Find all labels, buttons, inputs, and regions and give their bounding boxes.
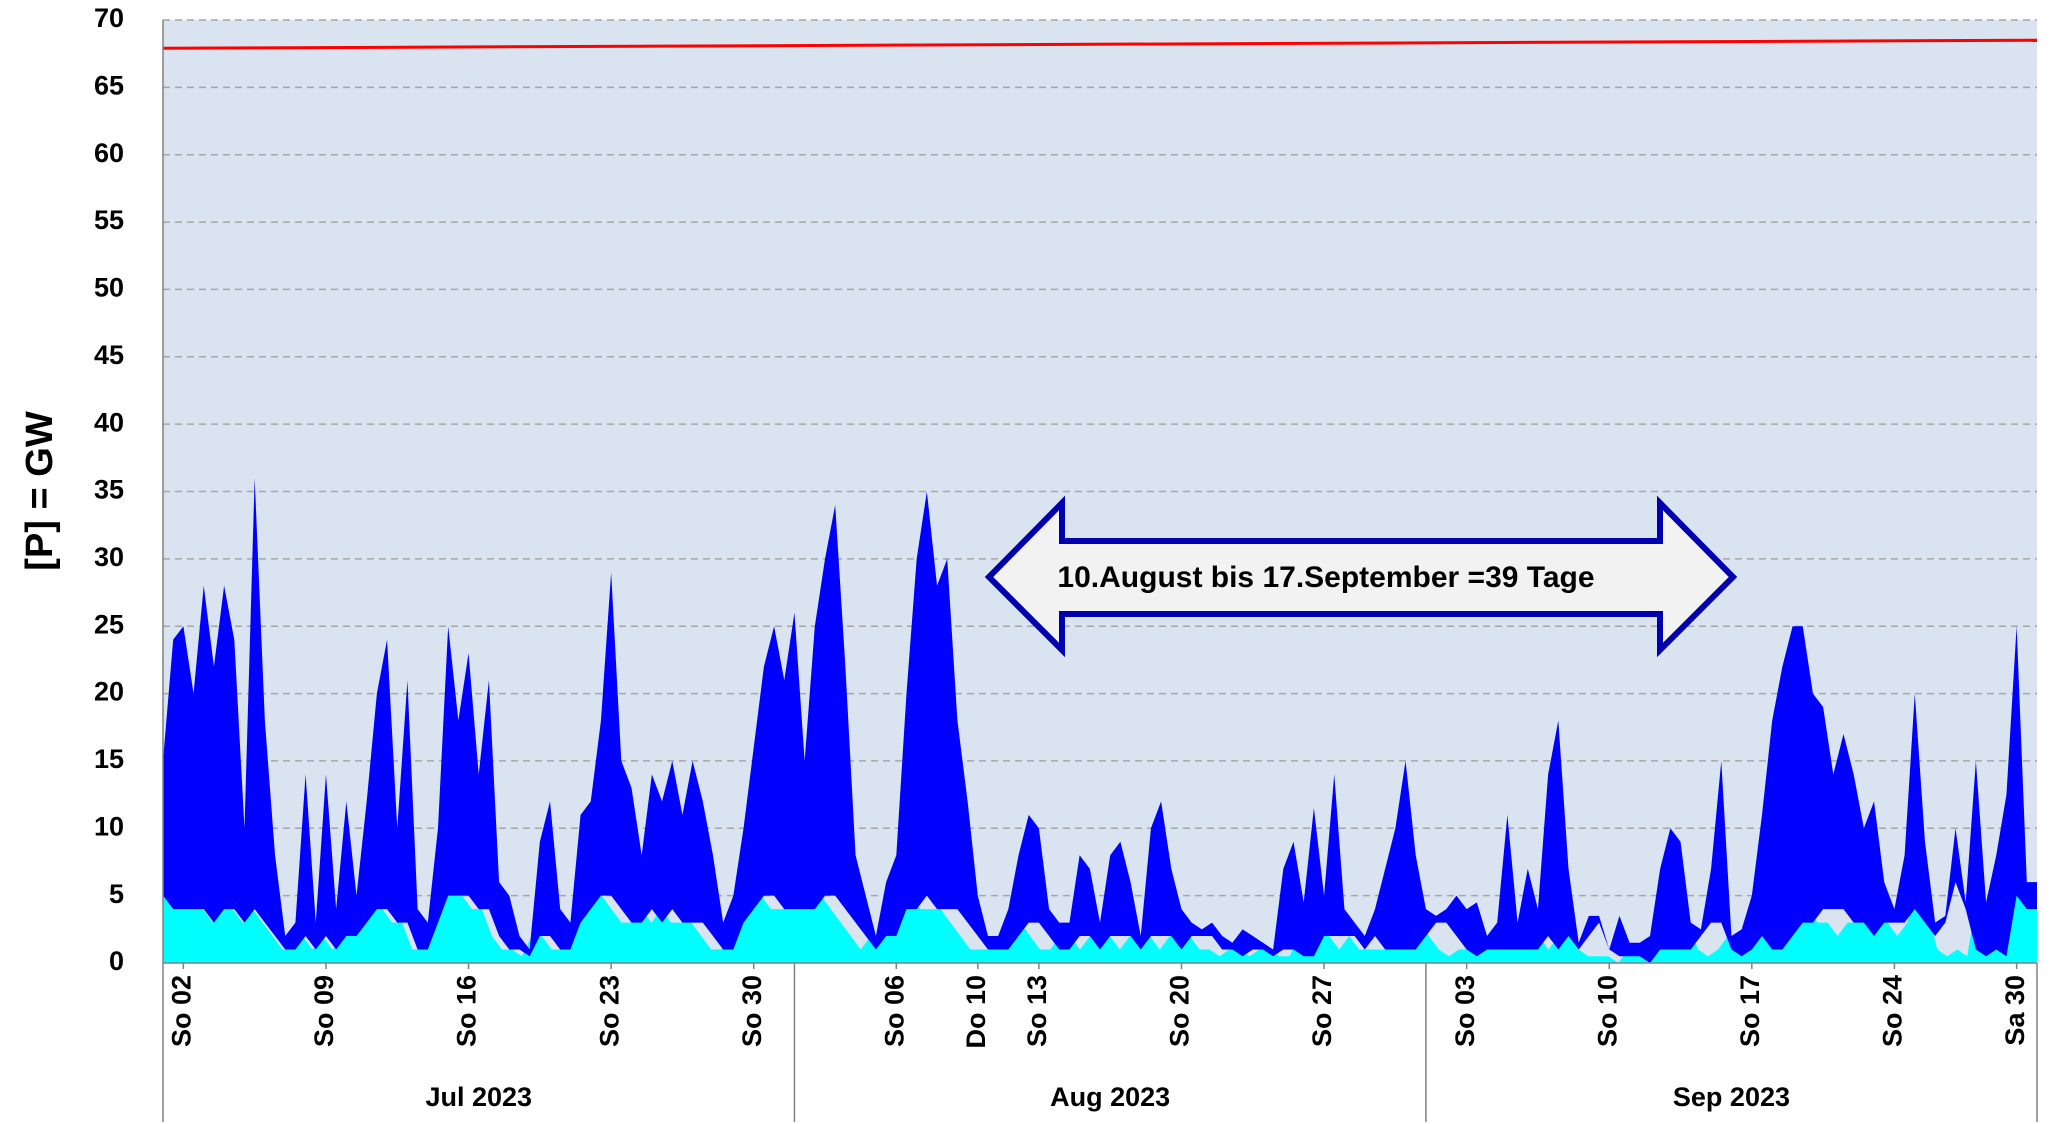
month-label: Sep 2023 <box>1673 1082 1790 1112</box>
y-tick-label: 10 <box>94 811 124 841</box>
y-tick-label: 25 <box>94 609 124 639</box>
x-tick-label: Do 10 <box>961 975 991 1049</box>
y-tick-label: 50 <box>94 273 124 303</box>
y-tick-label: 35 <box>94 475 124 505</box>
y-tick-label: 70 <box>94 3 124 33</box>
annotation: 10.August bis 17.September =39 Tage <box>984 495 1738 658</box>
y-tick-label: 15 <box>94 744 124 774</box>
x-tick-label: So 03 <box>1450 975 1480 1047</box>
y-tick-label: 60 <box>94 138 124 168</box>
y-tick-label: 20 <box>94 677 124 707</box>
x-tick-label: So 17 <box>1735 975 1765 1047</box>
x-tick-label: Sa 30 <box>2000 975 2030 1046</box>
x-tick-label: So 16 <box>452 975 482 1047</box>
area <box>163 882 2037 963</box>
x-tick-label: So 23 <box>594 975 624 1047</box>
y-tick-label: 45 <box>94 340 124 370</box>
area <box>163 478 2037 963</box>
x-tick-label: So 30 <box>737 975 767 1047</box>
month-label: Jul 2023 <box>425 1082 532 1112</box>
y-tick-label: 55 <box>94 205 124 235</box>
x-tick-label: So 13 <box>1022 975 1052 1047</box>
annotation-text: 10.August bis 17.September =39 Tage <box>1057 561 1594 594</box>
x-tick-label: So 06 <box>879 975 909 1047</box>
double-arrow <box>984 495 1738 658</box>
x-tick-label: So 02 <box>166 975 196 1047</box>
line <box>162 38 2038 50</box>
y-tick-label: 5 <box>109 879 124 909</box>
x-tick-label: So 10 <box>1592 975 1622 1047</box>
x-tick-label: So 09 <box>309 975 339 1047</box>
y-tick-label: 0 <box>109 946 124 976</box>
y-axis-label: [P] = GW <box>19 411 61 571</box>
x-tick-label: So 20 <box>1165 975 1195 1047</box>
y-tick-label: 40 <box>94 407 124 437</box>
month-label: Aug 2023 <box>1050 1082 1170 1112</box>
y-tick-label: 30 <box>94 542 124 572</box>
x-tick-label: So 27 <box>1307 975 1337 1047</box>
x-tick-label: So 24 <box>1878 975 1908 1047</box>
y-tick-label: 65 <box>94 70 124 100</box>
